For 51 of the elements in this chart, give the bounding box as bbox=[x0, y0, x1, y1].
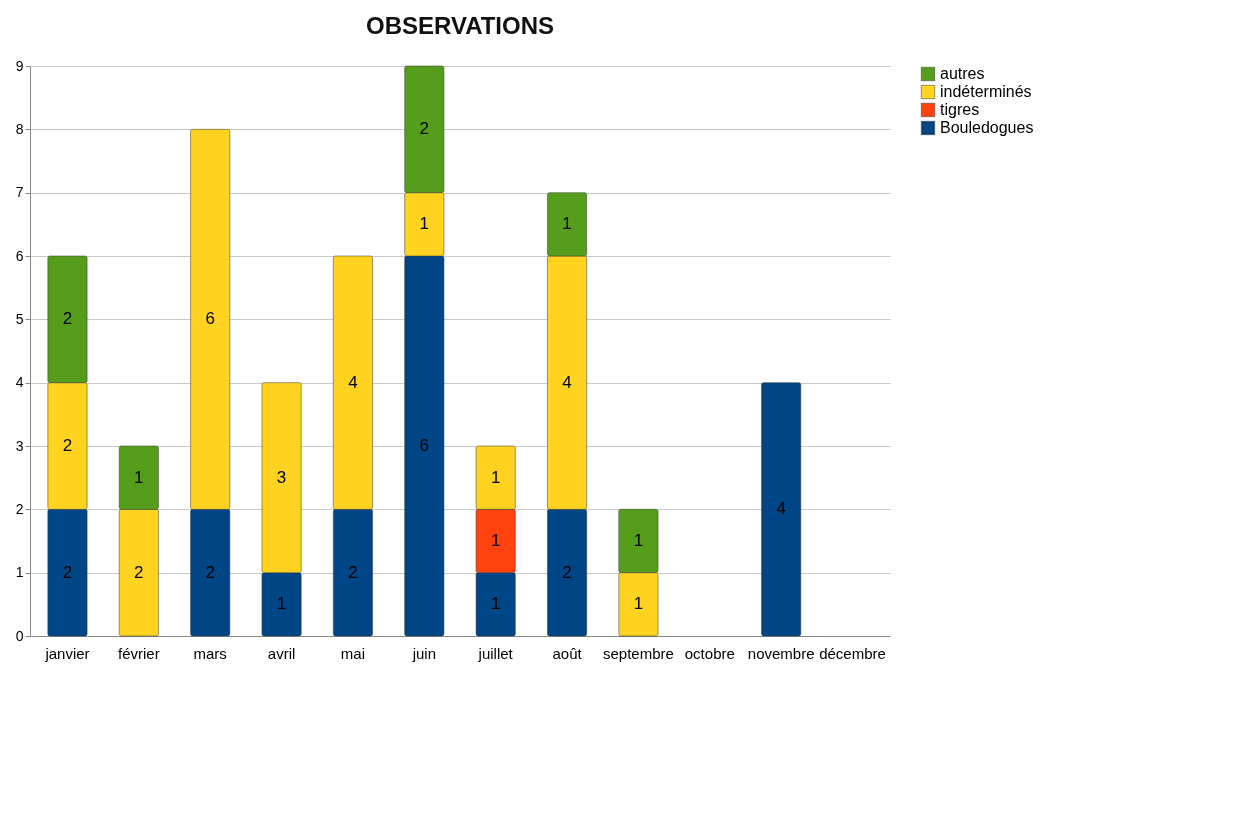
data-label: 1 bbox=[562, 214, 572, 234]
legend-label: tigres bbox=[940, 101, 980, 118]
y-tick-label: 1 bbox=[15, 564, 24, 581]
data-label: 4 bbox=[348, 372, 358, 392]
data-label: 6 bbox=[419, 436, 430, 455]
legend-label: Bouledogues bbox=[940, 119, 1034, 136]
data-label: 1 bbox=[134, 467, 144, 487]
y-tick-label: 6 bbox=[15, 247, 24, 264]
data-label: 1 bbox=[490, 467, 501, 487]
data-label: 2 bbox=[62, 562, 73, 582]
data-label: 2 bbox=[419, 119, 430, 139]
x-tick-label: mai bbox=[340, 644, 366, 662]
x-tick-label: mars bbox=[193, 644, 227, 662]
y-tick-label: 9 bbox=[15, 57, 24, 74]
y-tick-label: 7 bbox=[15, 184, 24, 201]
x-tick-label: juin bbox=[411, 644, 436, 662]
x-tick-label: février bbox=[117, 644, 160, 662]
legend-label: autres bbox=[940, 65, 985, 82]
data-label: 2 bbox=[205, 562, 215, 582]
data-label: 2 bbox=[562, 562, 572, 582]
bar bbox=[761, 382, 802, 637]
data-label: 1 bbox=[490, 594, 501, 614]
x-tick-label: août bbox=[552, 644, 583, 662]
x-tick-label: juillet bbox=[477, 644, 514, 662]
data-label: 1 bbox=[419, 214, 430, 234]
y-tick-label: 5 bbox=[15, 310, 24, 327]
x-tick-label: décembre bbox=[819, 644, 886, 662]
data-label: 1 bbox=[490, 531, 501, 550]
y-tick-label: 4 bbox=[15, 374, 24, 391]
x-tick-label: septembre bbox=[602, 644, 674, 662]
data-label: 2 bbox=[62, 309, 73, 329]
y-tick-label: 8 bbox=[15, 120, 24, 137]
data-label: 2 bbox=[134, 562, 144, 582]
data-label: 2 bbox=[62, 436, 73, 455]
data-label: 1 bbox=[633, 531, 644, 550]
x-tick-label: octobre bbox=[684, 644, 735, 662]
y-tick-label: 2 bbox=[15, 500, 24, 517]
x-tick-label: avril bbox=[267, 644, 296, 662]
data-label: 4 bbox=[562, 372, 572, 392]
legend-label: indéterminés bbox=[940, 83, 1032, 100]
data-label: 3 bbox=[276, 467, 287, 487]
x-tick-label: novembre bbox=[747, 644, 815, 662]
data-label: 4 bbox=[776, 499, 786, 519]
y-tick-label: 3 bbox=[15, 437, 24, 454]
data-label: 1 bbox=[276, 594, 287, 614]
data-label: 1 bbox=[633, 594, 644, 614]
x-tick-label: janvier bbox=[44, 644, 90, 662]
y-tick-label: 0 bbox=[15, 627, 24, 644]
data-label: 2 bbox=[348, 562, 358, 582]
chart-title: OBSERVATIONS bbox=[365, 12, 555, 39]
data-label: 6 bbox=[205, 309, 215, 329]
